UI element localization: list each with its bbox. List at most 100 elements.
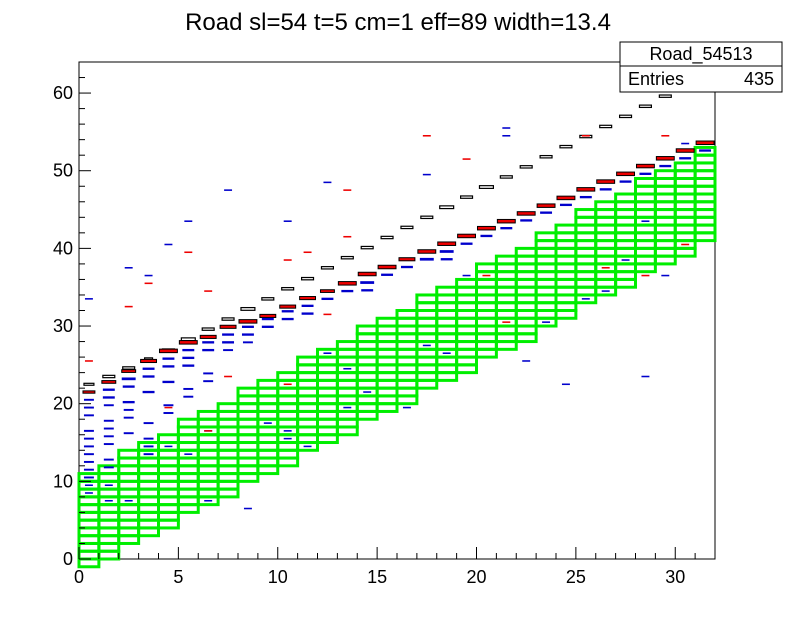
histogram-cell-scatter-blue (343, 406, 352, 409)
histogram-cell-blue (480, 234, 493, 238)
histogram-cell-scatter-red (601, 267, 610, 269)
histogram-cell-blue (222, 341, 235, 344)
histogram-cell-blue (281, 317, 294, 321)
histogram-cell-scatter-red (641, 274, 650, 277)
histogram-cell-scatter-blue (263, 422, 272, 424)
histogram-cell-scatter-blue (641, 220, 650, 222)
histogram-cell-blue (103, 419, 114, 422)
histogram-cell-red (437, 241, 457, 246)
histogram-cell-scatter-blue (601, 290, 610, 292)
histogram-cell-scatter-blue (204, 499, 213, 502)
histogram-cell-black-outline (658, 94, 672, 98)
histogram-cell-red (199, 334, 217, 339)
histogram-cell-blue (103, 443, 114, 446)
histogram-cell-red (219, 324, 237, 329)
histogram-cell-black-outline (102, 374, 116, 379)
histogram-cell-blue (183, 387, 194, 390)
stats-entries-value: 435 (744, 69, 774, 89)
histogram-cell-blue (83, 414, 94, 417)
histogram-cell-blue (381, 273, 394, 276)
y-tick-label: 40 (53, 238, 73, 258)
histogram-cell-blue (142, 375, 155, 378)
histogram-cell-scatter-blue (422, 344, 431, 347)
histogram-cell-scatter-blue (621, 259, 630, 261)
histogram-cell-blue (223, 349, 234, 352)
histogram-cell-scatter-red (303, 251, 312, 254)
histogram-cell-blue (162, 380, 175, 384)
x-tick-label: 5 (173, 567, 183, 587)
x-tick-label: 30 (665, 567, 685, 587)
histogram-cell-scatter-red (343, 189, 352, 191)
histogram-cell-blue (103, 458, 114, 461)
axes: 0 5 10 15 20 25 30 0 10 20 30 40 50 60 (53, 61, 716, 587)
histogram-cell-scatter-blue (502, 127, 511, 129)
histogram-cell-scatter-red (144, 282, 153, 285)
histogram-cell-blue (103, 427, 114, 430)
histogram-cell-red (121, 369, 137, 373)
histogram-cell-scatter-blue (224, 189, 233, 191)
histogram-cell-blue (241, 325, 254, 328)
histogram-cell-scatter-blue (124, 499, 133, 502)
histogram-cell-scatter-blue (422, 173, 431, 176)
histogram-cell-blue (579, 195, 592, 199)
histogram-cell-red (299, 296, 317, 301)
histogram-cell-scatter-blue (442, 352, 451, 354)
histogram-cell-black-outline (122, 366, 136, 370)
y-tick-label: 50 (53, 161, 73, 181)
stats-box-frame (619, 41, 783, 93)
histogram-cell-red (398, 257, 416, 262)
histogram-cell-black-outline (201, 327, 215, 331)
histogram-cell-red (457, 233, 477, 239)
histogram-cell-blue (83, 460, 94, 463)
histogram-cell-scatter-red (224, 375, 233, 378)
histogram-cell-blue (203, 380, 214, 383)
histogram-cell-black-outline (439, 205, 455, 210)
histogram-cell-scatter-red (283, 383, 292, 386)
histogram-cell-blue (659, 164, 672, 168)
histogram-cell-blue (83, 453, 94, 456)
x-tick-label: 25 (566, 567, 586, 587)
histogram-cell-red (556, 195, 576, 201)
y-tick-label: 30 (53, 316, 73, 336)
histogram-cell-blue (679, 157, 692, 160)
histogram-cell-blue (699, 149, 712, 152)
histogram-cell-red (476, 225, 496, 231)
histogram-cell-blue (599, 188, 612, 191)
histogram-cell-red (259, 313, 277, 318)
histogram-cell-black-outline (478, 185, 494, 189)
histogram-cell-blue (400, 265, 413, 269)
histogram-cell-blue (103, 404, 114, 407)
stats-name: Road_54513 (649, 44, 752, 65)
histogram-cell-scatter-blue (363, 391, 372, 393)
histogram-cell-blue (83, 429, 94, 432)
road-boxes (77, 145, 717, 569)
histogram-cell-black-outline (599, 124, 613, 129)
histogram-cell-blue (102, 388, 115, 391)
histogram-cell-scatter-blue (84, 492, 93, 494)
histogram-cell-red (616, 171, 636, 177)
histogram-cell-blue (143, 453, 154, 456)
x-tick-label: 10 (268, 567, 288, 587)
histogram-cell-blue (103, 466, 114, 469)
histogram-cell-black-outline (499, 175, 513, 179)
histogram-cell-scatter-blue (542, 321, 551, 323)
histogram-cell-black-outline (618, 114, 633, 119)
histogram-cell-scatter-red (343, 235, 352, 238)
histogram-cell-black-outline (400, 225, 414, 230)
histogram-cell-blue (222, 333, 235, 336)
histogram-cell-scatter-blue (681, 142, 690, 145)
histogram-cell-blue (281, 310, 294, 313)
histogram-cell-blue (163, 404, 174, 407)
histogram-cell-scatter-blue (502, 134, 511, 137)
histogram-cell-blue (182, 348, 195, 352)
histogram-cell-blue (121, 377, 136, 381)
histogram-cell-black-outline (320, 266, 335, 270)
histogram-cell-scatter-blue (144, 274, 153, 277)
histogram-cell-scatter-blue (124, 267, 133, 269)
histogram-cell-blue (419, 257, 434, 261)
histogram-cell-blue (261, 317, 274, 321)
histogram-cell-blue (183, 395, 194, 398)
histogram-cell-scatter-blue (164, 445, 173, 448)
histogram-cell-scatter-red (204, 430, 213, 432)
